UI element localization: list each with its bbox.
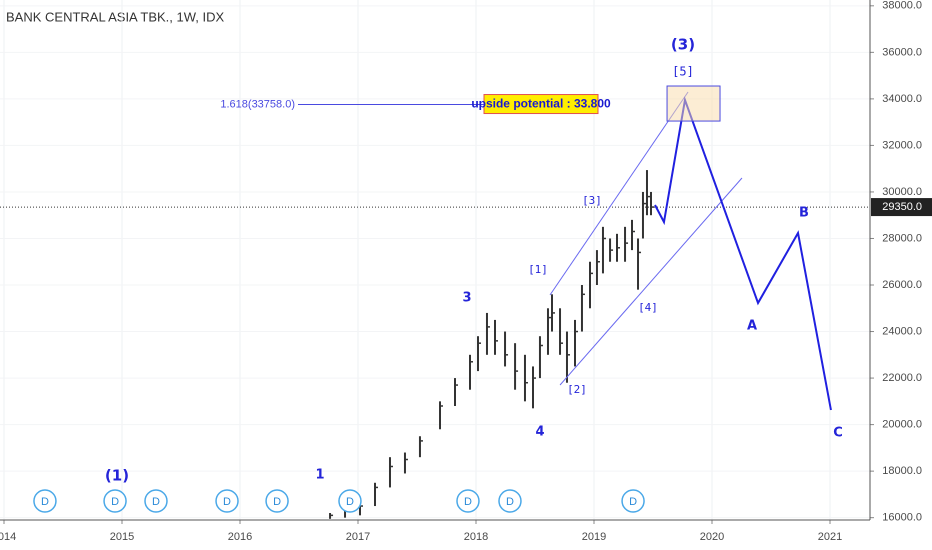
wave-label: C	[833, 426, 843, 441]
wave-label: 4	[535, 425, 544, 440]
event-label: D	[346, 496, 354, 508]
last-price-label: 29350.0	[882, 201, 922, 213]
y-tick-label: 22000.0	[882, 372, 922, 384]
event-label: D	[152, 496, 160, 508]
event-label: D	[464, 496, 472, 508]
event-marker	[144, 489, 168, 513]
y-tick-label: 30000.0	[882, 186, 922, 198]
y-tick-label: 16000.0	[882, 512, 922, 524]
event-label: D	[629, 496, 637, 508]
event-marker	[215, 489, 239, 513]
wave-label: 1	[315, 468, 324, 483]
chart-title: BANK CENTRAL ASIA TBK., 1W, IDX	[6, 9, 225, 24]
y-tick-label: 32000.0	[882, 139, 922, 151]
x-tick-label: 2017	[346, 531, 370, 543]
x-tick-label: 2018	[464, 531, 488, 543]
y-tick-label: 20000.0	[882, 419, 922, 431]
target-label-box	[483, 94, 599, 115]
event-label: D	[41, 496, 49, 508]
x-tick-label: 2014	[0, 531, 16, 543]
wave-label: [2]	[567, 383, 587, 396]
wave-label: [1]	[528, 263, 548, 276]
x-tick-label: 2015	[110, 531, 134, 543]
x-tick-label: 2021	[818, 531, 842, 543]
wave-label: [5]	[672, 65, 694, 79]
x-tick-label: 2020	[700, 531, 724, 543]
last-price-box	[871, 198, 932, 217]
y-tick-label: 36000.0	[882, 46, 922, 58]
event-label: D	[273, 496, 281, 508]
event-marker	[456, 489, 480, 513]
wave-label: A	[747, 319, 757, 334]
event-label: D	[506, 496, 514, 508]
x-tick-label: 2019	[582, 531, 606, 543]
y-tick-label: 26000.0	[882, 279, 922, 291]
fib-label: 1.618(33758.0)	[220, 98, 295, 110]
target-label: upside potential : 33.800	[471, 97, 611, 111]
wave-label: (1)	[105, 467, 129, 485]
event-marker	[33, 489, 57, 513]
event-label: D	[111, 496, 119, 508]
channel-line	[549, 91, 689, 296]
wave-label: B	[799, 206, 809, 221]
y-tick-label: 34000.0	[882, 93, 922, 105]
y-tick-label: 38000.0	[882, 0, 922, 12]
event-marker	[621, 489, 645, 513]
y-tick-label: 28000.0	[882, 232, 922, 244]
event-label: D	[223, 496, 231, 508]
wave-label: [4]	[638, 301, 658, 314]
event-marker	[338, 489, 362, 513]
y-tick-label: 18000.0	[882, 465, 922, 477]
event-marker	[498, 489, 522, 513]
wave-label: [3]	[582, 194, 602, 207]
wave-label: (3)	[671, 36, 695, 54]
y-tick-label: 24000.0	[882, 325, 922, 337]
wave-label: 3	[462, 291, 471, 306]
event-marker	[103, 489, 127, 513]
wave-path	[654, 96, 832, 411]
event-marker	[265, 489, 289, 513]
target-box	[666, 85, 721, 122]
channel-line	[559, 177, 743, 386]
x-tick-label: 2016	[228, 531, 252, 543]
